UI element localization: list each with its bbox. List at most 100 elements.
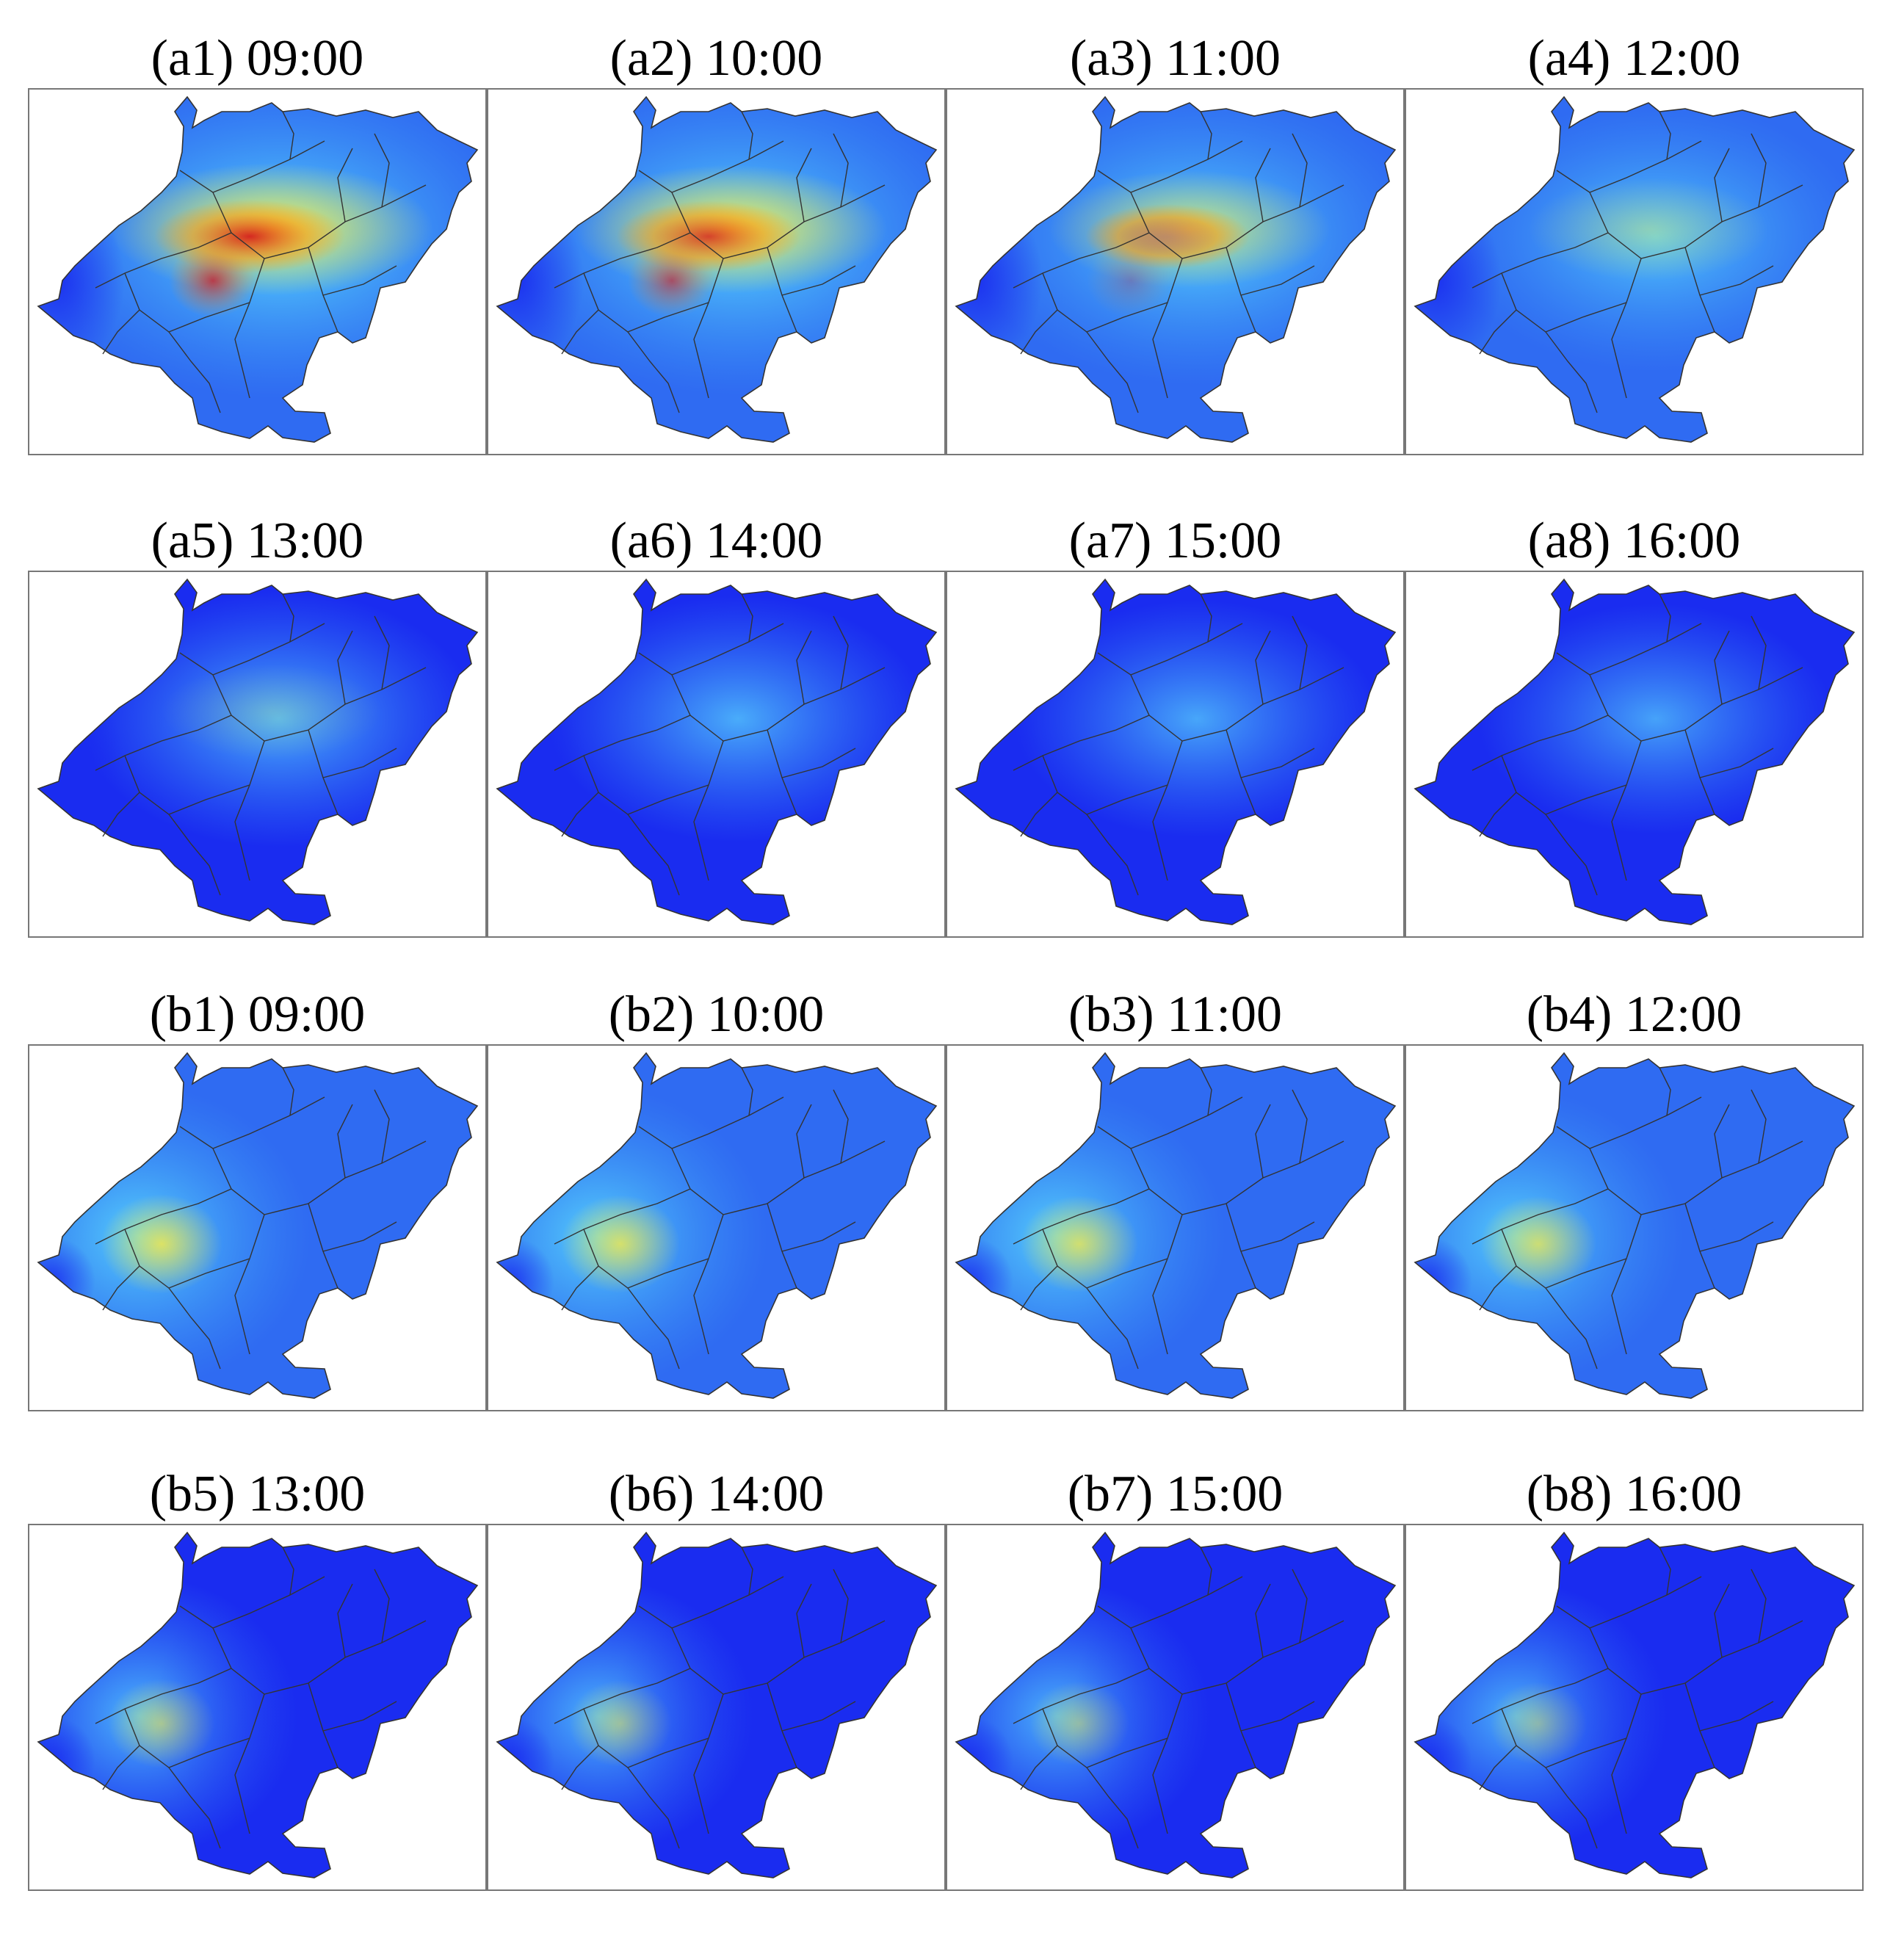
heat-map: [496, 1531, 938, 1878]
district-boundary: [554, 1188, 691, 1245]
heat-blob: [1014, 600, 1380, 838]
district-boundary: [693, 258, 724, 399]
district-boundary: [1714, 1104, 1730, 1179]
map-panel: (a3) 11:00: [946, 29, 1405, 455]
district-boundary: [554, 715, 691, 771]
district-boundary: [627, 1767, 680, 1849]
district-boundary: [1556, 140, 1702, 193]
map-panel: (a1) 09:00: [28, 29, 487, 455]
panel-title: (a3) 11:00: [1069, 30, 1281, 87]
map-frame: [946, 1044, 1405, 1411]
map-frame: [487, 571, 946, 938]
panel-title: (a8) 16:00: [1527, 513, 1741, 569]
district-boundary: [1714, 1583, 1730, 1658]
district-boundary: [1097, 140, 1243, 193]
region-outline: [955, 1531, 1397, 1878]
district-boundary: [102, 1265, 140, 1311]
map-frame: [1405, 88, 1864, 455]
map-frame: [28, 1044, 487, 1411]
heat-blob: [1478, 604, 1834, 834]
map-panel: (b3) 11:00: [946, 985, 1405, 1411]
heat-blob: [1480, 1196, 1596, 1292]
district-boundary: [1714, 148, 1730, 223]
district-boundary: [179, 140, 325, 193]
district-boundary: [179, 623, 325, 676]
district-boundary: [322, 748, 397, 778]
region-outline: [496, 95, 938, 443]
map-panel: (b7) 15:00: [946, 1465, 1405, 1891]
district-boundary: [282, 1547, 294, 1596]
district-boundary: [627, 1287, 680, 1370]
district-boundary: [168, 1287, 221, 1370]
district-boundary: [1472, 1188, 1609, 1245]
district-boundary: [693, 1214, 724, 1355]
region-outline: [1413, 95, 1856, 443]
panel-title: (a4) 12:00: [1527, 30, 1741, 87]
heat-map: [955, 1052, 1397, 1399]
district-boundary: [1013, 1668, 1150, 1724]
district-boundary: [179, 1096, 325, 1149]
map-frame: [28, 88, 487, 455]
district-boundary: [102, 1745, 140, 1790]
district-boundary: [638, 623, 784, 676]
district-boundary: [1020, 1745, 1058, 1790]
district-boundary: [781, 265, 856, 296]
region-outline: [496, 578, 938, 925]
district-boundary: [1013, 715, 1150, 771]
map-frame: [487, 1044, 946, 1411]
district-boundary: [1751, 133, 1767, 208]
map-panel: (b8) 16:00: [1405, 1465, 1864, 1891]
region-outline: [496, 1531, 938, 1878]
region-outline: [496, 1052, 938, 1399]
district-boundary: [1240, 748, 1315, 778]
heat-layer: [38, 579, 477, 925]
district-boundary: [1472, 232, 1609, 289]
panel-title: (b1) 09:00: [149, 986, 366, 1043]
region-outline: [955, 95, 1397, 443]
district-boundary: [781, 1701, 856, 1732]
district-boundary: [693, 740, 724, 881]
district-boundary: [781, 748, 856, 778]
panel-title: (a2) 10:00: [609, 30, 823, 87]
district-boundary: [1152, 258, 1183, 399]
district-boundary: [1255, 148, 1271, 223]
heat-map: [955, 578, 1397, 925]
district-boundary: [1556, 1096, 1702, 1149]
district-boundary: [337, 1104, 353, 1179]
district-boundary: [102, 309, 140, 355]
heat-map: [1413, 578, 1856, 925]
district-boundary: [627, 814, 680, 896]
district-boundary: [374, 1569, 390, 1643]
region-outline: [1413, 1052, 1856, 1399]
region-outline: [955, 1052, 1397, 1399]
district-boundary: [1086, 1287, 1139, 1370]
district-boundary: [1472, 715, 1609, 771]
district-boundary: [1611, 1693, 1642, 1834]
district-boundary: [337, 148, 353, 223]
heat-blob: [169, 244, 257, 317]
heat-blob: [628, 244, 716, 317]
district-boundary: [1479, 792, 1517, 837]
district-boundary: [1699, 265, 1774, 296]
district-boundary: [1086, 331, 1139, 413]
district-boundary: [1479, 1745, 1517, 1790]
district-boundary: [1013, 232, 1150, 289]
district-boundary: [1545, 331, 1598, 413]
district-boundary: [1479, 309, 1517, 355]
map-frame: [487, 1524, 946, 1891]
district-boundary: [1479, 1265, 1517, 1311]
district-boundary: [1751, 1089, 1767, 1164]
map-panel: (b1) 09:00: [28, 985, 487, 1411]
district-boundary: [168, 1767, 221, 1849]
district-boundary: [1292, 133, 1308, 208]
district-boundary: [638, 1576, 784, 1629]
map-panel: (b6) 14:00: [487, 1465, 946, 1891]
district-boundary: [234, 258, 265, 399]
district-boundary: [1545, 1767, 1598, 1849]
district-boundary: [1086, 1767, 1139, 1849]
heat-layer: [497, 1533, 936, 1878]
district-boundary: [95, 1188, 232, 1245]
heat-blob: [1021, 1196, 1138, 1292]
heat-map: [496, 578, 938, 925]
district-boundary: [95, 232, 232, 289]
